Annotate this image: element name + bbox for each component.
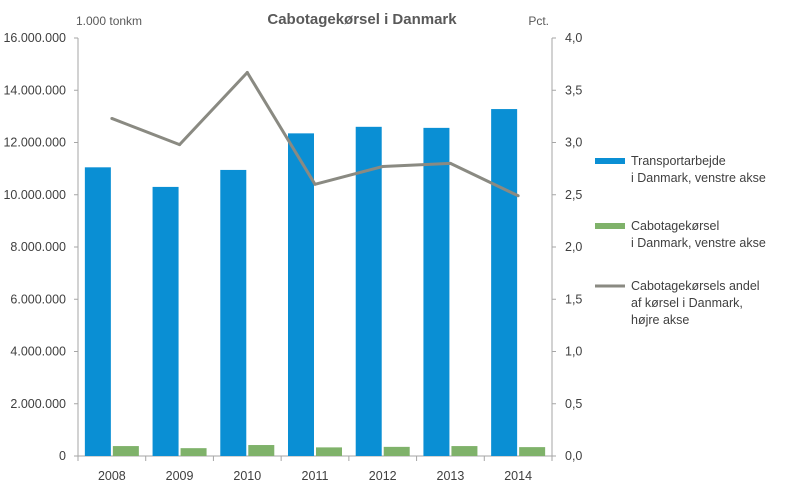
legend-cabotage-label: i Danmark, venstre akse: [631, 236, 766, 250]
transport-bar: [355, 126, 382, 456]
cabotage-bar: [383, 446, 410, 456]
share-line-point: [178, 143, 182, 147]
left-axis-tick-label: 0: [59, 449, 66, 463]
left-axis-tick-label: 6.000.000: [10, 292, 66, 306]
share-line-point: [516, 194, 520, 198]
left-axis-tick-label: 2.000.000: [10, 397, 66, 411]
transport-bar: [152, 186, 179, 456]
legend-transport-label: i Danmark, venstre akse: [631, 171, 766, 185]
share-line-point: [245, 70, 249, 74]
bar-series-group: [84, 109, 546, 457]
share-line: [111, 70, 519, 198]
left-axis-tick-label: 10.000.000: [3, 188, 66, 202]
left-axis-tick-label: 16.000.000: [3, 31, 66, 45]
right-axis-tick-label: 0,5: [565, 397, 582, 411]
transport-bar: [84, 167, 111, 456]
x-axis-tick-label: 2011: [302, 469, 329, 483]
transport-bar: [491, 109, 518, 456]
share-line-point: [448, 161, 452, 165]
transport-bar: [220, 169, 247, 456]
right-axis-tick-label: 3,5: [565, 83, 582, 97]
x-axis: 2008 2009 2010 2011 2012 2013 2014: [77, 455, 553, 483]
legend: Transportarbejde i Danmark, venstre akse C…: [595, 154, 766, 327]
x-axis-tick-label: 2012: [369, 469, 397, 483]
x-axis-tick-label: 2009: [166, 469, 194, 483]
left-axis-tick-label: 4.000.000: [10, 345, 66, 359]
legend-share-label: af kørsel i Danmark,: [631, 296, 743, 310]
right-axis: 0,0 0,5 1,0 1,5 2,0 2,5 3,0 3,5 4,0: [551, 31, 582, 463]
right-axis-tick-label: 1,5: [565, 292, 582, 306]
share-line-point: [381, 165, 385, 169]
legend-cabotage-label: Cabotagekørsel: [631, 219, 719, 233]
left-axis-tick-label: 8.000.000: [10, 240, 66, 254]
cabotage-bar: [316, 447, 342, 456]
right-axis-tick-label: 1,0: [565, 345, 582, 359]
share-line-point: [313, 182, 317, 186]
right-axis-tick-label: 4,0: [565, 31, 582, 45]
cabotage-bar: [451, 446, 478, 456]
x-axis-tick-label: 2014: [504, 469, 532, 483]
x-axis-tick-label: 2008: [98, 469, 126, 483]
legend-transport-swatch: [595, 158, 625, 164]
transport-bar: [288, 133, 314, 457]
legend-share-label: Cabotagekørsels andel: [631, 279, 760, 293]
right-axis-unit: Pct.: [528, 14, 549, 28]
cabotage-bar: [519, 447, 546, 456]
left-axis-tick-label: 14.000.000: [3, 83, 66, 97]
cabotage-bar: [112, 446, 139, 456]
x-axis-tick-label: 2010: [233, 469, 261, 483]
x-axis-tick-label: 2013: [437, 469, 465, 483]
left-axis: 0 2.000.000 4.000.000 6.000.000 8.000.000 10.…: [3, 31, 79, 463]
cabotage-bar: [180, 448, 207, 456]
right-axis-tick-label: 2,0: [565, 240, 582, 254]
legend-share-label: højre akse: [631, 313, 689, 327]
transport-bar: [423, 127, 450, 457]
chart-title: Cabotagekørsel i Danmark: [267, 11, 457, 28]
right-axis-tick-label: 3,0: [565, 136, 582, 150]
cabotage-bar: [248, 445, 275, 456]
legend-transport-label: Transportarbejde: [631, 154, 726, 168]
right-axis-tick-label: 2,5: [565, 188, 582, 202]
line-series-group: [110, 70, 520, 198]
right-axis-tick-label: 0,0: [565, 449, 582, 463]
left-axis-tick-label: 12.000.000: [3, 136, 66, 150]
share-line-point: [110, 116, 114, 120]
legend-cabotage-swatch: [595, 223, 625, 229]
left-axis-unit: 1.000 tonkm: [76, 14, 142, 28]
